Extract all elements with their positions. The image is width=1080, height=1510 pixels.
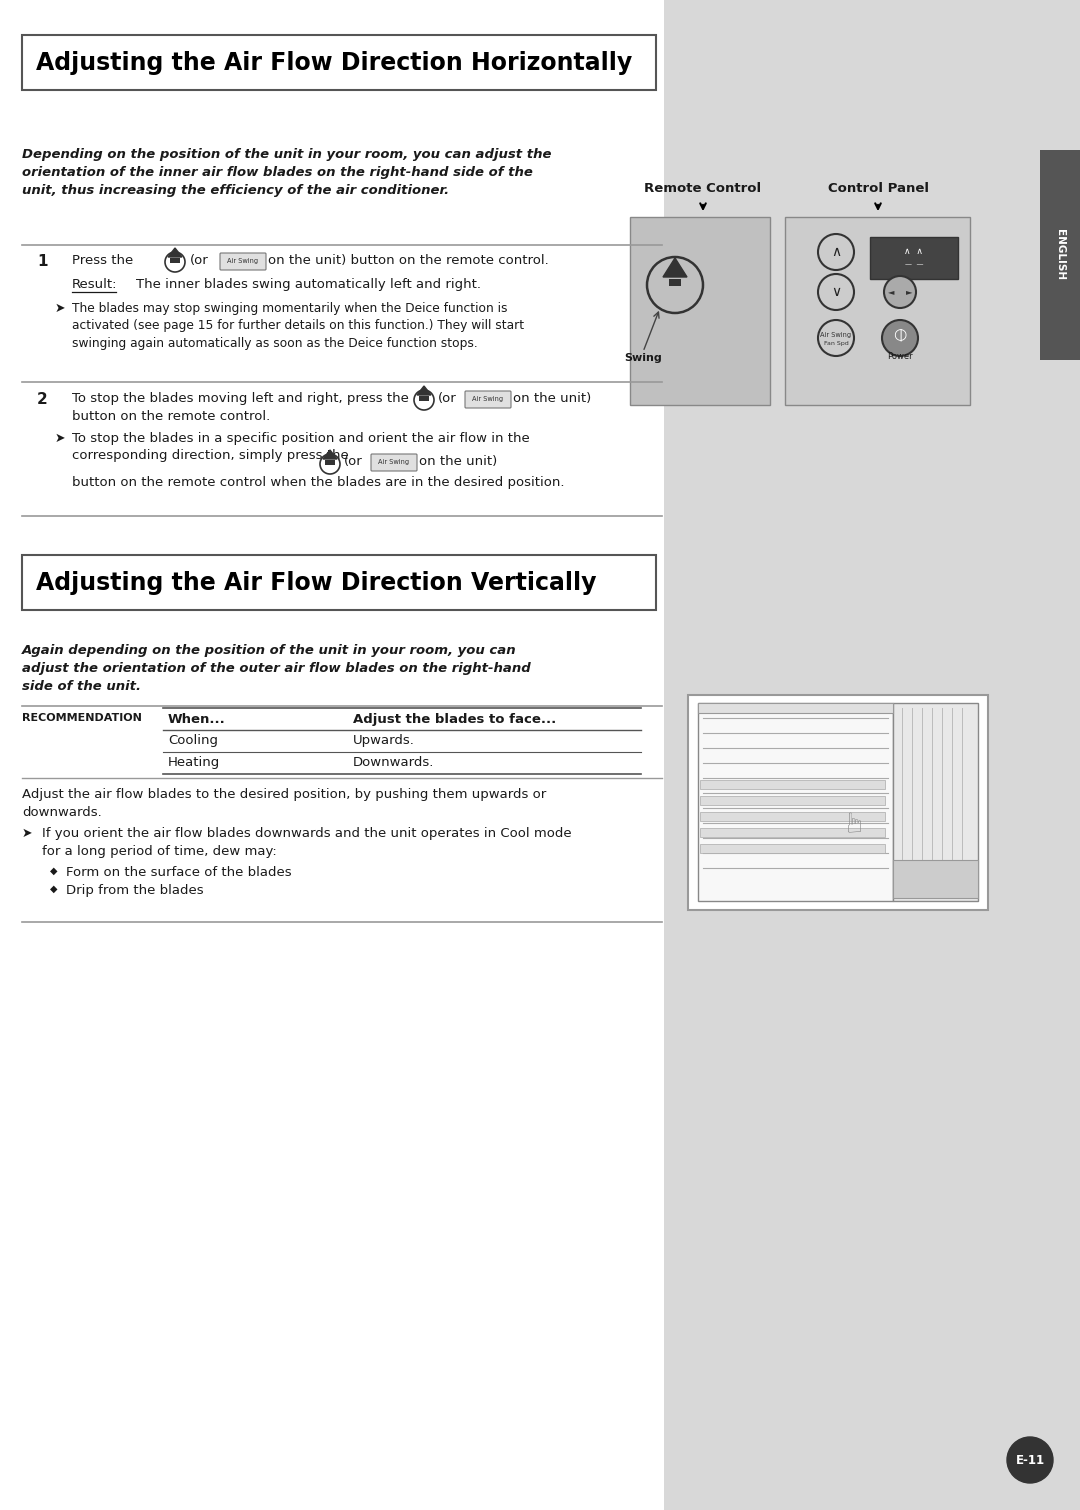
Polygon shape	[663, 258, 687, 276]
Text: Air Swing: Air Swing	[378, 459, 409, 465]
Text: Adjusting the Air Flow Direction Horizontally: Adjusting the Air Flow Direction Horizon…	[36, 51, 632, 76]
Text: Depending on the position of the unit in your room, you can adjust the
orientati: Depending on the position of the unit in…	[22, 148, 552, 196]
Text: (or: (or	[438, 393, 457, 405]
Text: Result:: Result:	[72, 278, 118, 291]
Bar	[785, 217, 970, 405]
Text: The blades may stop swinging momentarily when the Deice function is
activated (s: The blades may stop swinging momentarily…	[72, 302, 524, 350]
Text: Adjusting the Air Flow Direction Vertically: Adjusting the Air Flow Direction Vertica…	[36, 571, 596, 595]
Bar	[700, 827, 885, 837]
Text: on the unit): on the unit)	[419, 455, 497, 468]
Bar	[0, 0, 664, 1510]
Text: The inner blades swing automatically left and right.: The inner blades swing automatically lef…	[136, 278, 481, 291]
Text: ➤: ➤	[55, 302, 66, 316]
Text: ◆: ◆	[50, 883, 57, 894]
Text: 1: 1	[37, 254, 48, 269]
Text: (or: (or	[345, 455, 363, 468]
Text: Control Panel: Control Panel	[827, 183, 929, 195]
Text: ➤: ➤	[55, 432, 66, 445]
Text: ➤: ➤	[22, 827, 32, 840]
Bar	[700, 844, 885, 853]
Bar	[1040, 149, 1080, 359]
FancyBboxPatch shape	[22, 35, 657, 91]
Text: ◄: ◄	[888, 287, 894, 296]
Circle shape	[882, 320, 918, 356]
Text: Press the: Press the	[72, 254, 133, 267]
Text: Cooling: Cooling	[168, 734, 218, 747]
Text: Swing: Swing	[624, 353, 662, 362]
Bar	[700, 781, 885, 790]
Text: ∨: ∨	[831, 285, 841, 299]
Bar	[700, 812, 885, 821]
Bar	[170, 258, 180, 263]
Text: button on the remote control.: button on the remote control.	[72, 411, 270, 423]
Text: Form on the surface of the blades: Form on the surface of the blades	[66, 867, 292, 879]
Bar	[870, 237, 958, 279]
Polygon shape	[323, 450, 337, 459]
Bar	[698, 704, 893, 901]
Polygon shape	[168, 248, 183, 257]
Text: If you orient the air flow blades downwards and the unit operates in Cool mode
f: If you orient the air flow blades downwa…	[42, 827, 571, 858]
Text: Again depending on the position of the unit in your room, you can
adjust the ori: Again depending on the position of the u…	[22, 643, 530, 693]
Bar	[698, 704, 893, 713]
Text: Air Swing: Air Swing	[472, 396, 503, 402]
FancyBboxPatch shape	[22, 556, 657, 610]
Bar	[630, 217, 770, 405]
Text: Fan Spd: Fan Spd	[824, 340, 849, 346]
Text: 2: 2	[37, 393, 48, 408]
Text: ∧  ∧: ∧ ∧	[905, 248, 923, 257]
Bar	[688, 695, 988, 911]
Bar	[325, 461, 335, 465]
Text: ENGLISH: ENGLISH	[1055, 230, 1065, 281]
Text: To stop the blades in a specific position and orient the air flow in the
corresp: To stop the blades in a specific positio…	[72, 432, 530, 462]
Circle shape	[1007, 1438, 1053, 1483]
Polygon shape	[417, 387, 431, 396]
Text: Air Swing: Air Swing	[821, 332, 851, 338]
Bar	[700, 796, 885, 805]
Text: Remote Control: Remote Control	[645, 183, 761, 195]
Text: E-11: E-11	[1015, 1454, 1044, 1468]
Text: Heating: Heating	[168, 757, 220, 769]
Bar	[669, 279, 681, 285]
Text: Upwards.: Upwards.	[353, 734, 415, 747]
Text: on the unit) button on the remote control.: on the unit) button on the remote contro…	[268, 254, 549, 267]
Text: (or: (or	[190, 254, 208, 267]
Text: Air Swing: Air Swing	[228, 258, 258, 264]
Text: RECOMMENDATION: RECOMMENDATION	[22, 713, 141, 723]
Bar	[893, 861, 978, 898]
Text: To stop the blades moving left and right, press the: To stop the blades moving left and right…	[72, 393, 409, 405]
Text: Downwards.: Downwards.	[353, 757, 434, 769]
Bar	[893, 704, 978, 901]
Text: ◆: ◆	[50, 867, 57, 876]
Text: Drip from the blades: Drip from the blades	[66, 883, 204, 897]
Text: ∧: ∧	[831, 245, 841, 260]
FancyBboxPatch shape	[372, 455, 417, 471]
Text: When...: When...	[168, 713, 226, 726]
Text: ○: ○	[893, 328, 906, 343]
Text: on the unit): on the unit)	[513, 393, 591, 405]
FancyBboxPatch shape	[220, 254, 266, 270]
Bar	[664, 0, 1080, 1510]
Bar	[419, 396, 429, 402]
Text: button on the remote control when the blades are in the desired position.: button on the remote control when the bl…	[72, 476, 565, 489]
Text: Adjust the air flow blades to the desired position, by pushing them upwards or
d: Adjust the air flow blades to the desire…	[22, 788, 546, 818]
Text: ►: ►	[906, 287, 913, 296]
Text: —  —: — —	[905, 261, 923, 267]
Text: |: |	[897, 329, 902, 341]
FancyBboxPatch shape	[465, 391, 511, 408]
Text: Power: Power	[887, 352, 913, 361]
Text: ☞: ☞	[841, 808, 869, 832]
Circle shape	[885, 276, 916, 308]
Text: Adjust the blades to face...: Adjust the blades to face...	[353, 713, 556, 726]
